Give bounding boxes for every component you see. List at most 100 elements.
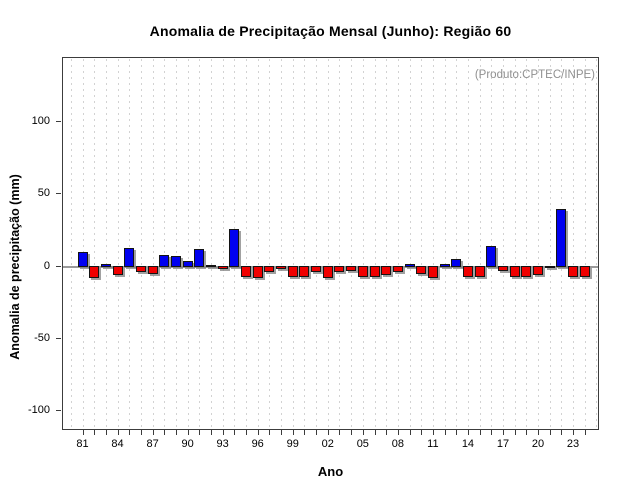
x-tick-label-87: 87 bbox=[146, 438, 159, 450]
x-tick-label-90: 90 bbox=[181, 438, 194, 450]
year-gridline bbox=[82, 59, 84, 430]
year-gridline bbox=[222, 59, 224, 430]
x-tick bbox=[467, 430, 469, 435]
year-gridline bbox=[502, 59, 504, 430]
year-gridline bbox=[140, 59, 142, 430]
x-tick bbox=[304, 430, 306, 435]
y-tick-label-0: 0 bbox=[43, 259, 50, 272]
x-tick bbox=[502, 430, 504, 435]
bar-2002 bbox=[322, 265, 333, 279]
year-gridline bbox=[129, 59, 131, 430]
bar-2010 bbox=[416, 265, 427, 274]
bar-2023 bbox=[568, 265, 579, 277]
x-tick bbox=[362, 430, 364, 435]
bar-1984 bbox=[112, 265, 123, 276]
year-gridline bbox=[327, 59, 329, 430]
bar-2011 bbox=[427, 265, 438, 279]
bar-2020 bbox=[533, 265, 544, 276]
plot-area: (Produto:CPTEC/INPE) bbox=[62, 57, 599, 430]
bar-2006 bbox=[369, 265, 380, 277]
x-tick bbox=[526, 430, 528, 435]
bar-2015 bbox=[474, 265, 485, 278]
x-tick bbox=[164, 430, 166, 435]
year-gridline bbox=[456, 59, 458, 430]
year-gridline bbox=[386, 59, 388, 430]
year-gridline bbox=[152, 59, 154, 430]
y-tick-label--50: -50 bbox=[34, 331, 50, 344]
x-axis-title: Ano bbox=[317, 464, 344, 479]
bar-2022 bbox=[556, 208, 567, 268]
x-tick-label-17: 17 bbox=[496, 438, 510, 450]
year-gridline bbox=[70, 59, 72, 430]
year-gridline bbox=[105, 59, 107, 430]
bar-2012 bbox=[439, 263, 450, 268]
year-gridline bbox=[432, 59, 434, 430]
x-tick-label-96: 96 bbox=[251, 438, 264, 450]
x-tick bbox=[386, 430, 388, 435]
bar-1983 bbox=[100, 263, 111, 268]
bar-1987 bbox=[147, 265, 158, 274]
year-gridline bbox=[491, 59, 493, 430]
bar-1995 bbox=[241, 265, 252, 277]
bar-1990 bbox=[182, 261, 193, 268]
year-gridline bbox=[281, 59, 283, 430]
x-tick bbox=[269, 430, 271, 435]
x-tick bbox=[538, 430, 540, 435]
bar-2007 bbox=[381, 265, 392, 276]
year-gridline bbox=[164, 59, 166, 430]
y-tick bbox=[56, 337, 61, 339]
x-tick bbox=[316, 430, 318, 435]
x-tick-label-23: 23 bbox=[566, 438, 580, 450]
y-tick bbox=[56, 121, 61, 123]
x-tick bbox=[514, 430, 516, 435]
x-tick bbox=[281, 430, 283, 435]
year-gridline bbox=[351, 59, 353, 430]
year-gridline bbox=[421, 59, 423, 430]
x-tick bbox=[549, 430, 551, 435]
y-tick bbox=[56, 409, 61, 411]
x-tick-label-81: 81 bbox=[76, 438, 89, 450]
bar-2016 bbox=[486, 246, 497, 268]
bar-1999 bbox=[287, 265, 298, 277]
x-tick bbox=[292, 430, 294, 435]
x-tick bbox=[327, 430, 329, 435]
bar-1996 bbox=[252, 265, 263, 279]
bar-1993 bbox=[217, 265, 228, 270]
bar-1989 bbox=[170, 256, 181, 268]
year-gridline bbox=[409, 59, 411, 430]
y-tick-label-50: 50 bbox=[37, 187, 50, 200]
x-tick bbox=[409, 430, 411, 435]
year-gridline bbox=[467, 59, 469, 430]
bar-2003 bbox=[334, 265, 345, 273]
x-tick-label-08: 08 bbox=[391, 438, 404, 450]
year-gridline bbox=[94, 59, 96, 430]
x-tick bbox=[397, 430, 399, 435]
year-gridline bbox=[596, 59, 598, 430]
x-tick bbox=[105, 430, 107, 435]
x-tick bbox=[561, 430, 563, 435]
bar-2000 bbox=[299, 265, 310, 277]
x-tick-label-99: 99 bbox=[286, 438, 299, 450]
bar-1991 bbox=[194, 249, 205, 268]
x-tick bbox=[94, 430, 96, 435]
y-tick-label--100: -100 bbox=[27, 403, 50, 416]
year-gridline bbox=[339, 59, 341, 430]
x-tick bbox=[351, 430, 353, 435]
bar-1988 bbox=[159, 254, 170, 268]
bar-1982 bbox=[89, 265, 100, 279]
bar-2004 bbox=[346, 265, 357, 271]
x-tick-label-14: 14 bbox=[461, 438, 475, 450]
x-tick bbox=[187, 430, 189, 435]
bar-2017 bbox=[497, 265, 508, 271]
y-tick bbox=[56, 193, 61, 195]
x-tick bbox=[456, 430, 458, 435]
x-tick-label-20: 20 bbox=[531, 438, 545, 450]
year-gridline bbox=[175, 59, 177, 430]
year-gridline bbox=[246, 59, 248, 430]
bar-1985 bbox=[124, 247, 135, 268]
year-gridline bbox=[374, 59, 376, 430]
x-tick bbox=[432, 430, 434, 435]
year-gridline bbox=[526, 59, 528, 430]
year-gridline bbox=[514, 59, 516, 430]
